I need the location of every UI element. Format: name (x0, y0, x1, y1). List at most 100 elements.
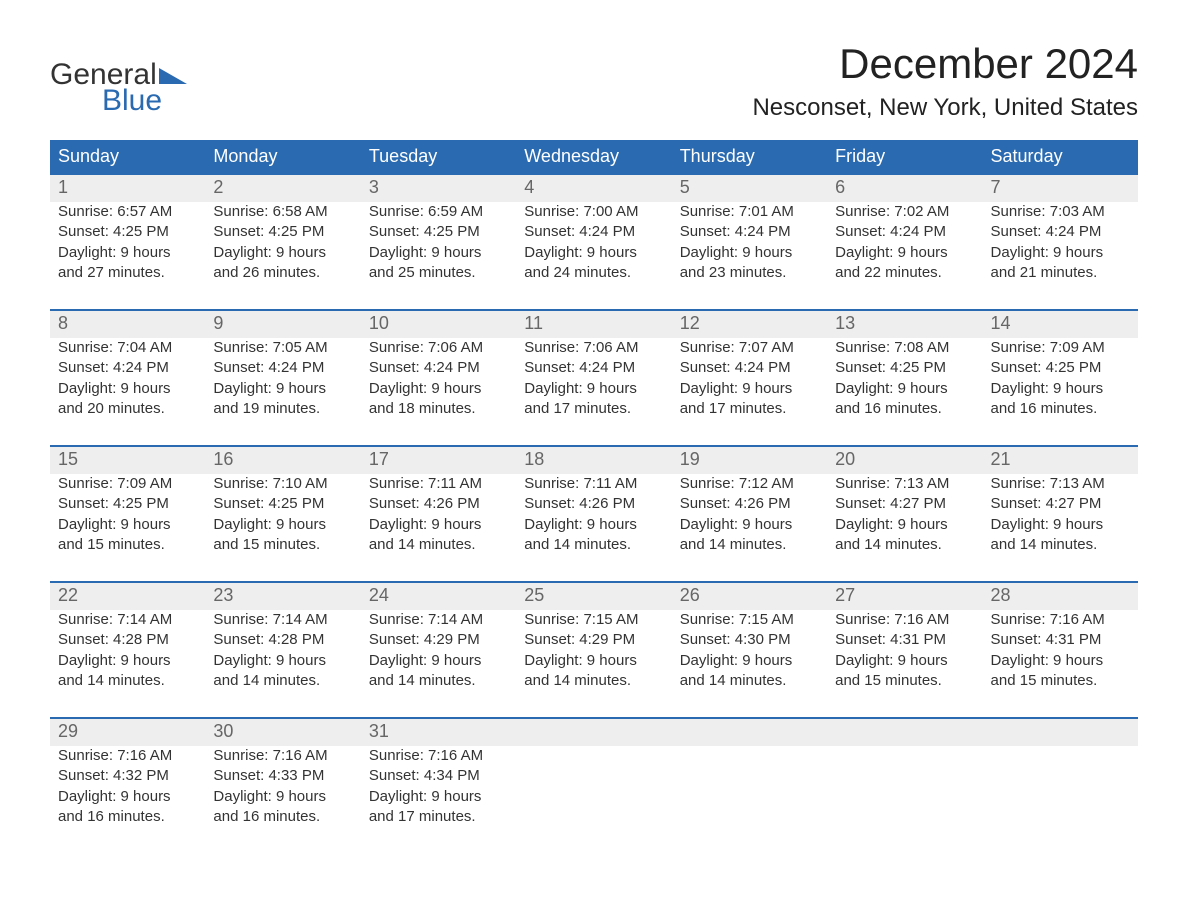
dow-header: Sunday Monday Tuesday Wednesday Thursday… (50, 140, 1138, 173)
daylight-text: and 21 minutes. (991, 263, 1130, 283)
sunrise-text: Sunrise: 7:12 AM (680, 474, 819, 494)
day-number-row: 23 (205, 583, 360, 610)
day-number (680, 719, 685, 746)
sunrise-text: Sunrise: 7:16 AM (835, 610, 974, 630)
day-number (991, 719, 996, 746)
day-number-row: 4 (516, 175, 671, 202)
calendar-day: 24Sunrise: 7:14 AMSunset: 4:29 PMDayligh… (361, 583, 516, 699)
day-number: 7 (991, 175, 1001, 202)
dow-friday: Friday (827, 140, 982, 173)
sunrise-text: Sunrise: 7:16 AM (213, 746, 352, 766)
daylight-text: and 24 minutes. (524, 263, 663, 283)
sunset-text: Sunset: 4:32 PM (58, 766, 197, 786)
day-number: 17 (369, 447, 389, 474)
daylight-text: and 15 minutes. (835, 671, 974, 691)
calendar-day: 1Sunrise: 6:57 AMSunset: 4:25 PMDaylight… (50, 175, 205, 291)
sunset-text: Sunset: 4:26 PM (369, 494, 508, 514)
calendar-day: 19Sunrise: 7:12 AMSunset: 4:26 PMDayligh… (672, 447, 827, 563)
day-number: 15 (58, 447, 78, 474)
sunset-text: Sunset: 4:25 PM (213, 494, 352, 514)
daylight-text: Daylight: 9 hours (58, 651, 197, 671)
calendar-day (672, 719, 827, 835)
dow-monday: Monday (205, 140, 360, 173)
day-number-row: 14 (983, 311, 1138, 338)
sunrise-text: Sunrise: 7:14 AM (369, 610, 508, 630)
day-number-row: 21 (983, 447, 1138, 474)
daylight-text: and 14 minutes. (524, 671, 663, 691)
day-number: 13 (835, 311, 855, 338)
day-number: 6 (835, 175, 845, 202)
daylight-text: and 22 minutes. (835, 263, 974, 283)
sunset-text: Sunset: 4:34 PM (369, 766, 508, 786)
day-number-row: 25 (516, 583, 671, 610)
logo: General Blue (50, 40, 187, 118)
calendar-week: 29Sunrise: 7:16 AMSunset: 4:32 PMDayligh… (50, 717, 1138, 835)
daylight-text: Daylight: 9 hours (58, 243, 197, 263)
calendar-day: 2Sunrise: 6:58 AMSunset: 4:25 PMDaylight… (205, 175, 360, 291)
daylight-text: Daylight: 9 hours (369, 787, 508, 807)
day-number-row: 31 (361, 719, 516, 746)
daylight-text: Daylight: 9 hours (369, 379, 508, 399)
sunrise-text: Sunrise: 7:07 AM (680, 338, 819, 358)
day-number: 12 (680, 311, 700, 338)
sunrise-text: Sunrise: 7:11 AM (524, 474, 663, 494)
calendar-week: 1Sunrise: 6:57 AMSunset: 4:25 PMDaylight… (50, 173, 1138, 291)
calendar-day: 16Sunrise: 7:10 AMSunset: 4:25 PMDayligh… (205, 447, 360, 563)
day-number: 8 (58, 311, 68, 338)
dow-tuesday: Tuesday (361, 140, 516, 173)
sunset-text: Sunset: 4:33 PM (213, 766, 352, 786)
daylight-text: and 14 minutes. (680, 671, 819, 691)
daylight-text: Daylight: 9 hours (680, 651, 819, 671)
sunrise-text: Sunrise: 7:14 AM (213, 610, 352, 630)
sunrise-text: Sunrise: 7:08 AM (835, 338, 974, 358)
sunset-text: Sunset: 4:25 PM (991, 358, 1130, 378)
daylight-text: Daylight: 9 hours (524, 243, 663, 263)
daylight-text: and 14 minutes. (369, 671, 508, 691)
day-number: 28 (991, 583, 1011, 610)
sunset-text: Sunset: 4:24 PM (58, 358, 197, 378)
day-number-row: 22 (50, 583, 205, 610)
day-number: 5 (680, 175, 690, 202)
day-number-row: 3 (361, 175, 516, 202)
sunset-text: Sunset: 4:27 PM (835, 494, 974, 514)
daylight-text: and 15 minutes. (991, 671, 1130, 691)
sunset-text: Sunset: 4:24 PM (369, 358, 508, 378)
day-number-row: 30 (205, 719, 360, 746)
daylight-text: and 15 minutes. (213, 535, 352, 555)
day-number: 9 (213, 311, 223, 338)
calendar-day: 21Sunrise: 7:13 AMSunset: 4:27 PMDayligh… (983, 447, 1138, 563)
sunrise-text: Sunrise: 7:13 AM (835, 474, 974, 494)
daylight-text: and 14 minutes. (991, 535, 1130, 555)
day-number: 27 (835, 583, 855, 610)
day-number: 26 (680, 583, 700, 610)
sunrise-text: Sunrise: 7:11 AM (369, 474, 508, 494)
daylight-text: and 14 minutes. (213, 671, 352, 691)
day-number-row: 15 (50, 447, 205, 474)
daylight-text: and 23 minutes. (680, 263, 819, 283)
day-number-row: 12 (672, 311, 827, 338)
header: General Blue December 2024 Nesconset, Ne… (50, 40, 1138, 122)
day-number: 19 (680, 447, 700, 474)
sunset-text: Sunset: 4:24 PM (213, 358, 352, 378)
daylight-text: Daylight: 9 hours (369, 651, 508, 671)
logo-word2: Blue (102, 84, 162, 118)
day-number: 4 (524, 175, 534, 202)
sunset-text: Sunset: 4:26 PM (680, 494, 819, 514)
day-number: 10 (369, 311, 389, 338)
sunrise-text: Sunrise: 7:16 AM (369, 746, 508, 766)
day-number-row: 6 (827, 175, 982, 202)
day-number: 22 (58, 583, 78, 610)
sunset-text: Sunset: 4:24 PM (991, 222, 1130, 242)
calendar-day: 15Sunrise: 7:09 AMSunset: 4:25 PMDayligh… (50, 447, 205, 563)
sunset-text: Sunset: 4:24 PM (524, 222, 663, 242)
day-number-row: 8 (50, 311, 205, 338)
day-number: 29 (58, 719, 78, 746)
daylight-text: Daylight: 9 hours (58, 787, 197, 807)
daylight-text: and 14 minutes. (524, 535, 663, 555)
sunrise-text: Sunrise: 7:15 AM (524, 610, 663, 630)
calendar-day: 10Sunrise: 7:06 AMSunset: 4:24 PMDayligh… (361, 311, 516, 427)
calendar-day: 9Sunrise: 7:05 AMSunset: 4:24 PMDaylight… (205, 311, 360, 427)
daylight-text: and 20 minutes. (58, 399, 197, 419)
day-number: 31 (369, 719, 389, 746)
sunrise-text: Sunrise: 7:16 AM (991, 610, 1130, 630)
